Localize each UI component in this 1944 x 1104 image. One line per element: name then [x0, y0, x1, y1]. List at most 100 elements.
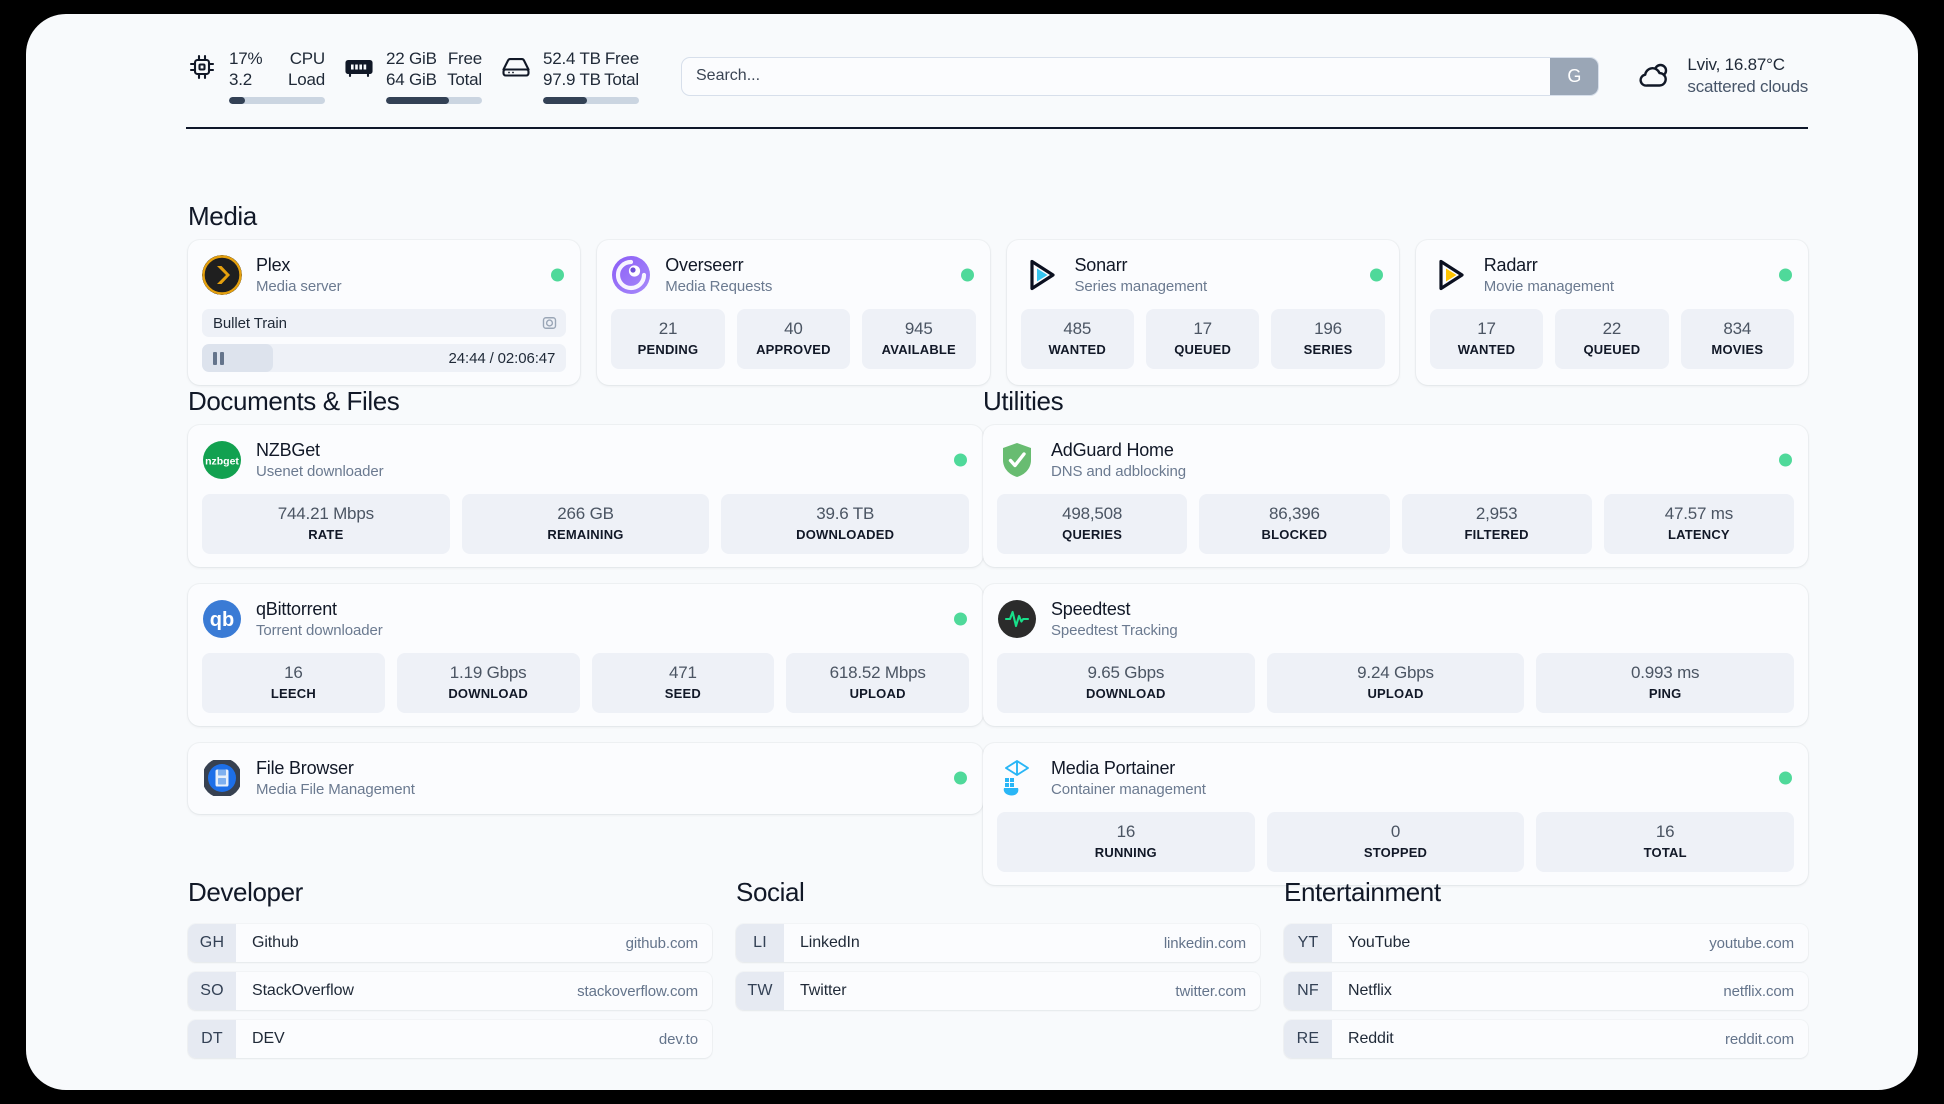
service-card[interactable]: Media Portainer Container management 16 RUN… [983, 743, 1808, 885]
stat-label: RATE [308, 527, 344, 542]
service-card[interactable]: Sonarr Series management 485 WANTED 17 QUEUED… [1006, 240, 1399, 385]
pause-icon[interactable] [213, 351, 224, 365]
bookmark-name: YouTube [1348, 934, 1411, 951]
stat-tile[interactable]: 498,508 QUERIES [997, 494, 1188, 554]
service-subtitle: Media Requests [665, 277, 773, 295]
stat-value: 834 [1723, 319, 1752, 338]
playback-separator: / [489, 349, 494, 367]
stat-tile[interactable]: 2,953 FILTERED [1401, 494, 1592, 554]
stat-tile[interactable]: 17 WANTED [1429, 309, 1544, 369]
bookmark-group-title: Social [736, 877, 805, 907]
stat-label: WANTED [1457, 342, 1516, 357]
stat-tile[interactable]: 266 GB REMAINING [461, 494, 710, 554]
stat-tile[interactable]: 618.52 Mbps UPLOAD [786, 653, 969, 713]
stat-tile[interactable]: 9.24 Gbps UPLOAD [1266, 653, 1525, 713]
service-name: AdGuard Home [1051, 439, 1174, 460]
status-badge [960, 268, 974, 282]
stat-tile[interactable]: 0.993 ms PING [1536, 653, 1795, 713]
service-card[interactable]: Speedtest Speedtest Tracking 9.65 Gbps DOWN… [983, 584, 1808, 726]
bookmark-item[interactable]: NF Netflix netflix.com [1284, 972, 1808, 1010]
bookmark-item[interactable]: YT YouTube youtube.com [1284, 924, 1808, 962]
stat-tile[interactable]: 196 SERIES [1271, 309, 1385, 369]
status-badge [1369, 268, 1383, 282]
stat-value: 196 [1314, 319, 1342, 338]
stat-value: 21 [658, 319, 678, 338]
system-stat-label-primary: Free [447, 49, 482, 68]
stat-tile[interactable]: 471 SEED [591, 653, 775, 713]
stat-tile[interactable]: 39.6 TB DOWNLOADED [721, 494, 970, 554]
service-card[interactable]: Plex Media server Bullet Train 24:44/02:06:… [188, 240, 581, 385]
stat-value: 16 [1655, 822, 1675, 841]
system-stat-progress-bar [386, 97, 482, 104]
filebrowser-icon [202, 758, 242, 798]
stat-label: QUEUED [1583, 342, 1641, 357]
stat-tile[interactable]: 21 PENDING [611, 309, 725, 369]
stat-label: PING [1648, 686, 1682, 701]
speedtest-icon [997, 599, 1037, 639]
bookmark-list: GH Github github.com SO StackOverflow stackov… [188, 924, 712, 1058]
service-card-header: qb qBittorrent Torrent downloader [202, 596, 969, 642]
stat-tile[interactable]: 22 QUEUED [1555, 309, 1669, 369]
stat-value: 17 [1477, 319, 1496, 338]
stat-value: 945 [904, 319, 933, 338]
stat-tile[interactable]: 945 AVAILABLE [862, 309, 976, 369]
stat-tile[interactable]: 16 TOTAL [1536, 812, 1795, 872]
bookmark-badge: YT [1284, 924, 1332, 962]
portainer-icon [997, 758, 1037, 798]
service-card-header: Media Portainer Container management [997, 755, 1794, 801]
bookmark-group: Entertainment YT YouTube youtube.com NF Netfl… [1284, 876, 1808, 1058]
sonarr-icon [1021, 255, 1061, 295]
bookmark-badge: LI [736, 924, 784, 962]
stat-tile[interactable]: 485 WANTED [1020, 309, 1134, 369]
stat-tile[interactable]: 744.21 Mbps RATE [202, 494, 450, 554]
search-input[interactable] [682, 57, 1551, 95]
service-card-header: Plex Media server [202, 252, 566, 298]
service-card[interactable]: File Browser Media File Management [188, 743, 983, 814]
stat-tile[interactable]: 17 QUEUED [1145, 309, 1260, 369]
stat-tile[interactable]: 1.19 Gbps DOWNLOAD [396, 653, 580, 713]
bookmark-item[interactable]: RE Reddit reddit.com [1284, 1020, 1808, 1058]
bookmark-item[interactable]: TW Twitter twitter.com [736, 972, 1260, 1010]
system-stat-value-secondary: 97.9 TB [543, 70, 601, 89]
stat-label: MOVIES [1711, 342, 1764, 357]
service-card[interactable]: qb qBittorrent Torrent downloader 16 LEECH 1.… [188, 584, 983, 726]
service-stats-row: 485 WANTED 17 QUEUED 196 SERIES [1020, 309, 1385, 369]
service-card[interactable]: Overseerr Media Requests 21 PENDING 40 APPROV… [597, 240, 990, 385]
stat-tile[interactable]: 40 APPROVED [736, 309, 851, 369]
stat-tile[interactable]: 0 STOPPED [1266, 812, 1525, 872]
service-card[interactable]: nzbget NZBGet Usenet downloader 744.21 Mbps… [188, 425, 983, 567]
cast-icon[interactable] [542, 316, 557, 331]
search-provider-button[interactable]: G [1550, 57, 1599, 95]
service-subtitle: Torrent downloader [256, 621, 383, 639]
stat-value: 485 [1063, 319, 1092, 338]
service-subtitle: Container management [1051, 780, 1206, 798]
search-bar[interactable]: G [681, 56, 1600, 96]
service-card[interactable]: Radarr Movie management 17 WANTED 22 QUEUED 83… [1415, 240, 1808, 385]
service-name: Speedtest [1051, 598, 1131, 619]
service-name: Overseerr [665, 254, 744, 275]
bookmark-item[interactable]: SO StackOverflow stackoverflow.com [188, 972, 712, 1010]
bookmark-item[interactable]: GH Github github.com [188, 924, 712, 962]
bookmark-badge: GH [188, 924, 236, 962]
service-subtitle: Series management [1074, 277, 1208, 295]
bookmark-badge: DT [188, 1020, 236, 1058]
bookmark-url: stackoverflow.com [577, 982, 698, 1000]
playback-progress-bar[interactable]: 24:44/02:06:47 [202, 344, 567, 372]
status-badge [1779, 268, 1792, 282]
bookmark-item[interactable]: LI LinkedIn linkedin.com [736, 924, 1260, 962]
stat-tile[interactable]: 86,396 BLOCKED [1199, 494, 1390, 554]
stat-tile[interactable]: 834 MOVIES [1680, 309, 1795, 369]
service-subtitle: Media File Management [256, 780, 415, 798]
stat-tile[interactable]: 16 RUNNING [997, 812, 1255, 872]
bookmark-item[interactable]: DT DEV dev.to [188, 1020, 712, 1058]
stat-tile[interactable]: 16 LEECH [202, 653, 385, 713]
status-badge [954, 612, 967, 626]
stat-tile[interactable]: 47.57 ms LATENCY [1603, 494, 1794, 554]
stat-value: 471 [668, 663, 697, 682]
bookmark-name: LinkedIn [800, 934, 860, 951]
service-stats-row: 9.65 Gbps DOWNLOAD 9.24 Gbps UPLOAD 0.993 ms… [997, 653, 1795, 713]
stat-tile[interactable]: 9.65 Gbps DOWNLOAD [997, 653, 1255, 713]
service-card[interactable]: AdGuard Home DNS and adblocking 498,508 QUE… [983, 425, 1808, 567]
service-name: qBittorrent [256, 598, 337, 619]
service-card-header: Overseerr Media Requests [611, 252, 975, 298]
